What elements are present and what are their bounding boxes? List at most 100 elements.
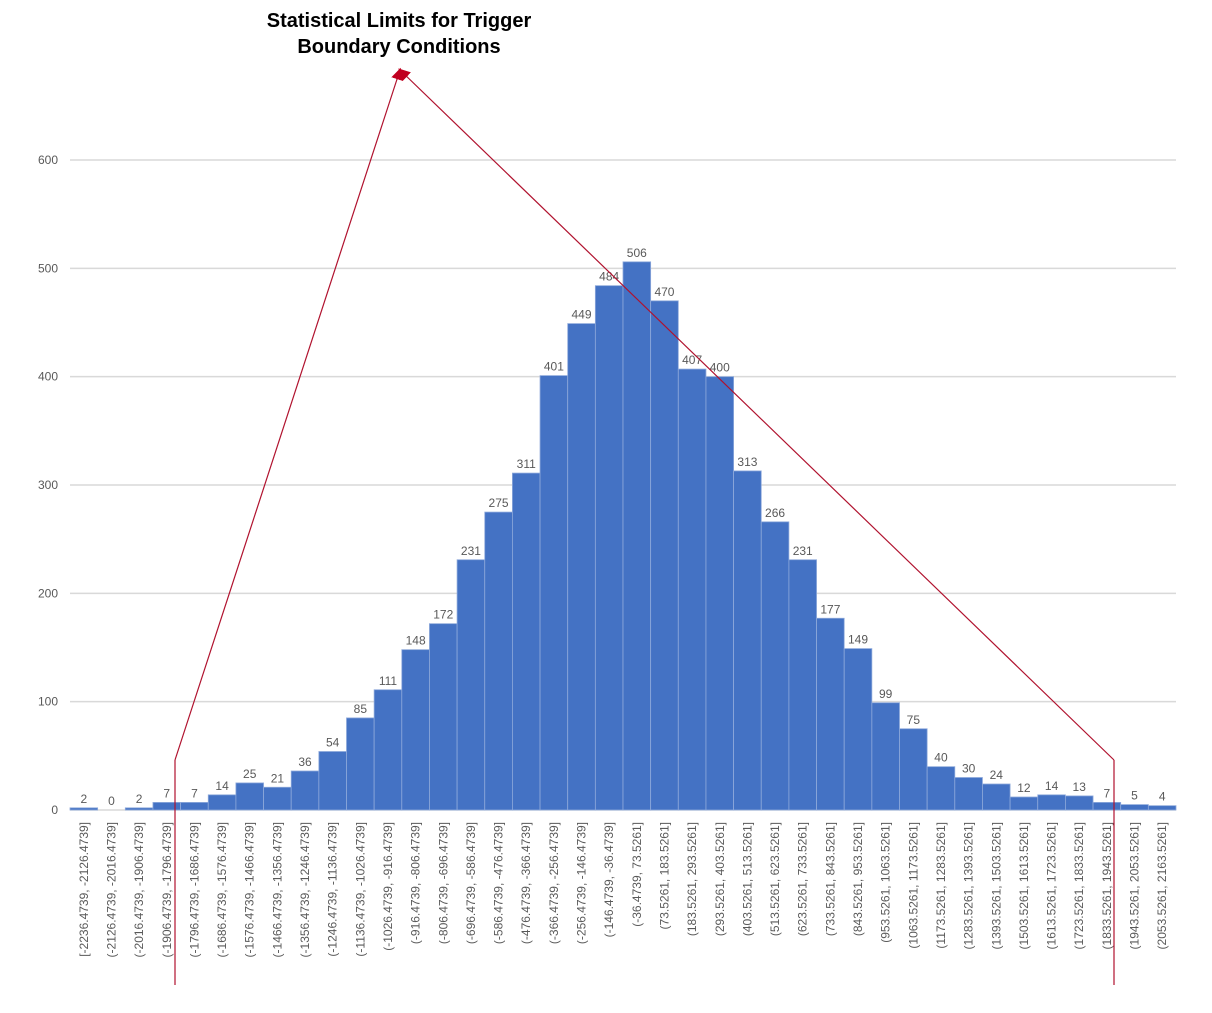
bar	[429, 623, 458, 811]
value-label: 7	[191, 786, 198, 800]
value-label: 148	[406, 634, 426, 648]
x-tick-label: (183.5261, 293.5261]	[685, 822, 699, 936]
x-tick-label: (-476.4739, -366.4739]	[519, 822, 533, 944]
value-label: 13	[1073, 780, 1087, 794]
bar	[788, 559, 817, 811]
x-tick-label: (1833.5261, 1943.5261]	[1100, 822, 1114, 949]
x-tick-label: (-1466.4739, -1356.4739]	[270, 822, 284, 957]
bar	[180, 802, 209, 811]
x-tick-label: (-1026.4739, -916.4739]	[381, 822, 395, 951]
x-tick-label: (1503.5261, 1613.5261]	[1017, 822, 1031, 949]
bar	[705, 376, 735, 811]
x-tick-label: (843.5261, 953.5261]	[851, 822, 865, 936]
value-label: 470	[654, 285, 674, 299]
bar	[1147, 805, 1177, 811]
value-label: 313	[737, 455, 757, 469]
x-tick-label: (73.5261, 183.5261]	[657, 822, 671, 929]
annotation-lines	[174, 67, 1115, 985]
bar	[1065, 795, 1094, 811]
x-tick-label: (1393.5261, 1503.5261]	[989, 822, 1003, 949]
value-label: 14	[215, 779, 229, 793]
x-tick-label: (623.5261, 733.5261]	[796, 822, 810, 936]
x-tick-label: (513.5261, 623.5261]	[768, 822, 782, 936]
bar	[207, 794, 237, 811]
bar	[733, 470, 762, 811]
x-tick-label: (-256.4739, -146.4739]	[575, 822, 589, 944]
bar	[235, 782, 264, 811]
bar	[843, 648, 873, 811]
x-tick-label: (1723.5261, 1833.5261]	[1072, 822, 1086, 949]
value-label: 7	[163, 786, 170, 800]
bar	[816, 617, 845, 811]
x-tick-label: (-2126.4739, -2016.4739]	[104, 822, 118, 957]
bar	[899, 728, 928, 811]
value-label: 24	[990, 768, 1004, 782]
y-tick-label: 0	[51, 803, 58, 817]
x-tick-label: (1943.5261, 2053.5261]	[1128, 822, 1142, 949]
value-label: 311	[517, 457, 536, 471]
value-label: 449	[572, 308, 592, 322]
bar	[954, 777, 983, 811]
x-tick-label: (-1356.4739, -1246.4739]	[298, 822, 312, 957]
bar	[650, 300, 679, 811]
value-label: 54	[326, 736, 340, 750]
bar	[594, 285, 624, 811]
value-label: 2	[136, 792, 143, 806]
x-tick-label: (-1136.4739, -1026.4739]	[353, 822, 367, 957]
bar	[677, 368, 707, 811]
x-tick-label: (-1906.4739, -1796.4739]	[160, 822, 174, 957]
x-tick-label: (-1686.4739, -1576.4739]	[215, 822, 229, 957]
bar	[1009, 796, 1039, 811]
value-label: 400	[710, 361, 730, 375]
bar	[760, 521, 790, 811]
value-label: 275	[489, 496, 509, 510]
bar	[290, 770, 320, 811]
x-tick-label: (-36.4739, 73.5261]	[630, 822, 644, 927]
bar	[512, 472, 541, 811]
bar	[124, 807, 154, 811]
bar	[982, 783, 1011, 811]
bar	[871, 702, 900, 811]
bar	[1037, 794, 1066, 811]
bar	[263, 786, 292, 811]
value-label: 506	[627, 246, 647, 260]
value-label: 21	[271, 771, 285, 785]
value-label: 0	[108, 794, 115, 808]
x-tick-label: (403.5261, 513.5261]	[740, 822, 754, 936]
y-tick-label: 600	[38, 153, 58, 167]
value-label: 40	[934, 751, 948, 765]
value-label: 14	[1045, 779, 1059, 793]
value-label: 36	[298, 755, 312, 769]
x-tick-label: (-916.4739, -806.4739]	[409, 822, 423, 944]
value-label: 484	[599, 270, 619, 284]
x-tick-label: (1063.5261, 1173.5261]	[906, 822, 920, 949]
x-tick-label: (-146.4739, -36.4739]	[602, 822, 616, 937]
bar	[622, 261, 652, 811]
x-tick-label: (-586.4739, -476.4739]	[492, 822, 506, 944]
x-tick-label: (1283.5261, 1393.5261]	[962, 822, 976, 949]
value-label: 30	[962, 762, 976, 776]
x-tick-label: [-2236.4739, -2126.4739]	[77, 822, 91, 957]
bar	[318, 751, 347, 811]
y-tick-label: 300	[38, 478, 58, 492]
x-tick-label: (-1576.4739, -1466.4739]	[243, 822, 257, 957]
bar	[1120, 804, 1149, 811]
value-label: 25	[243, 767, 257, 781]
value-label: 75	[907, 713, 921, 727]
bar	[373, 689, 403, 811]
x-tick-label: (293.5261, 403.5261]	[713, 822, 727, 936]
y-tick-label: 200	[38, 586, 58, 600]
bar	[926, 766, 956, 811]
bar	[539, 375, 569, 811]
value-label: 231	[793, 544, 813, 558]
y-tick-label: 100	[38, 695, 58, 709]
arrow	[398, 68, 1115, 761]
bar	[456, 559, 486, 811]
value-label: 111	[379, 674, 398, 688]
arrow	[174, 67, 403, 761]
value-label: 4	[1159, 790, 1166, 804]
value-label: 5	[1131, 789, 1138, 803]
x-tick-label: (953.5261, 1063.5261]	[879, 822, 893, 943]
